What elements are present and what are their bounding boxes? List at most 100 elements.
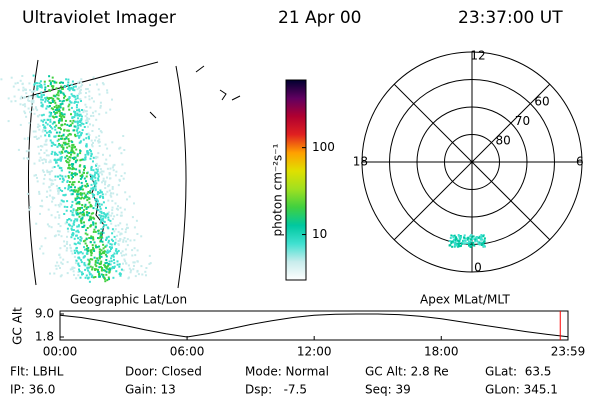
pixel xyxy=(95,265,98,268)
pixel xyxy=(126,198,128,201)
pixel xyxy=(65,249,68,252)
pixel xyxy=(94,139,96,142)
pixel xyxy=(40,101,43,104)
pixel xyxy=(99,191,102,194)
pixel xyxy=(90,153,93,156)
pixel xyxy=(468,244,470,247)
pixel xyxy=(71,200,74,203)
pixel xyxy=(71,116,74,119)
pixel xyxy=(104,245,107,248)
pixel xyxy=(73,116,76,119)
pixel xyxy=(84,194,87,197)
pixel xyxy=(86,172,89,175)
pixel xyxy=(452,236,455,239)
pixel xyxy=(85,106,88,108)
pixel xyxy=(42,252,45,255)
pixel xyxy=(76,197,78,200)
pixel xyxy=(97,191,99,194)
pixel xyxy=(97,140,100,142)
pixel xyxy=(50,214,53,217)
pixel xyxy=(54,151,56,154)
pixel xyxy=(40,149,42,151)
pixel xyxy=(28,82,31,85)
pixel xyxy=(69,210,72,213)
pixel xyxy=(73,249,76,252)
pixel xyxy=(56,211,59,213)
pixel xyxy=(128,267,131,270)
pixel xyxy=(109,268,112,271)
pixel xyxy=(110,214,113,217)
pixel xyxy=(36,176,38,179)
pixel xyxy=(107,239,110,242)
pixel xyxy=(72,209,75,212)
pixel xyxy=(108,246,111,249)
pixel xyxy=(452,235,455,238)
pixel xyxy=(0,78,3,81)
pixel xyxy=(63,116,66,119)
pixel xyxy=(454,240,457,243)
pixel xyxy=(46,105,49,108)
pixel xyxy=(68,87,71,90)
pixel xyxy=(94,269,97,271)
pixel xyxy=(86,120,89,123)
pixel xyxy=(64,222,67,225)
pixel xyxy=(117,184,120,187)
pixel xyxy=(64,175,67,178)
pixel xyxy=(91,130,94,132)
pixel xyxy=(70,146,73,149)
pixel xyxy=(102,196,105,199)
pixel xyxy=(87,206,90,209)
pixel xyxy=(73,152,76,155)
pixel xyxy=(112,254,115,257)
pixel xyxy=(103,252,106,255)
pixel xyxy=(117,243,120,246)
pixel xyxy=(100,260,103,263)
pixel xyxy=(57,90,60,92)
pixel xyxy=(84,156,87,159)
pixel xyxy=(97,152,100,155)
pixel xyxy=(48,135,51,138)
pixel xyxy=(98,192,101,194)
pixel xyxy=(26,138,29,141)
pixel xyxy=(97,88,100,91)
pixel xyxy=(466,242,469,245)
pixel xyxy=(469,235,472,238)
pixel xyxy=(103,250,106,253)
pixel xyxy=(19,97,22,100)
pixel xyxy=(97,179,100,182)
pixel xyxy=(131,249,134,252)
pixel xyxy=(72,150,75,153)
pixel xyxy=(450,240,453,243)
pixel xyxy=(100,219,102,222)
pixel xyxy=(44,158,47,161)
pixel xyxy=(105,244,108,247)
pixel xyxy=(70,87,72,90)
pixel xyxy=(108,260,111,263)
pixel xyxy=(56,154,59,156)
pixel xyxy=(76,193,79,196)
pixel xyxy=(456,245,459,248)
pixel xyxy=(77,127,80,130)
pixel xyxy=(77,241,80,244)
pixel xyxy=(95,118,98,121)
pixel xyxy=(76,134,79,137)
pixel xyxy=(85,144,88,147)
pixel xyxy=(97,167,99,170)
pixel xyxy=(480,235,483,238)
pixel xyxy=(81,84,84,87)
pixel xyxy=(108,278,110,281)
pixel xyxy=(125,223,128,226)
pixel xyxy=(478,243,481,246)
pixel xyxy=(114,249,117,252)
pixel xyxy=(40,119,43,122)
pixel xyxy=(112,239,114,242)
info-text: IP: 36.0 xyxy=(10,383,55,397)
pixel xyxy=(102,247,105,250)
pixel xyxy=(21,83,24,86)
pixel xyxy=(102,231,105,234)
pixel xyxy=(22,86,25,89)
pixel xyxy=(467,236,470,239)
x-tick-label: 18:00 xyxy=(424,345,459,359)
pixel xyxy=(90,183,93,186)
pixel xyxy=(85,238,88,241)
